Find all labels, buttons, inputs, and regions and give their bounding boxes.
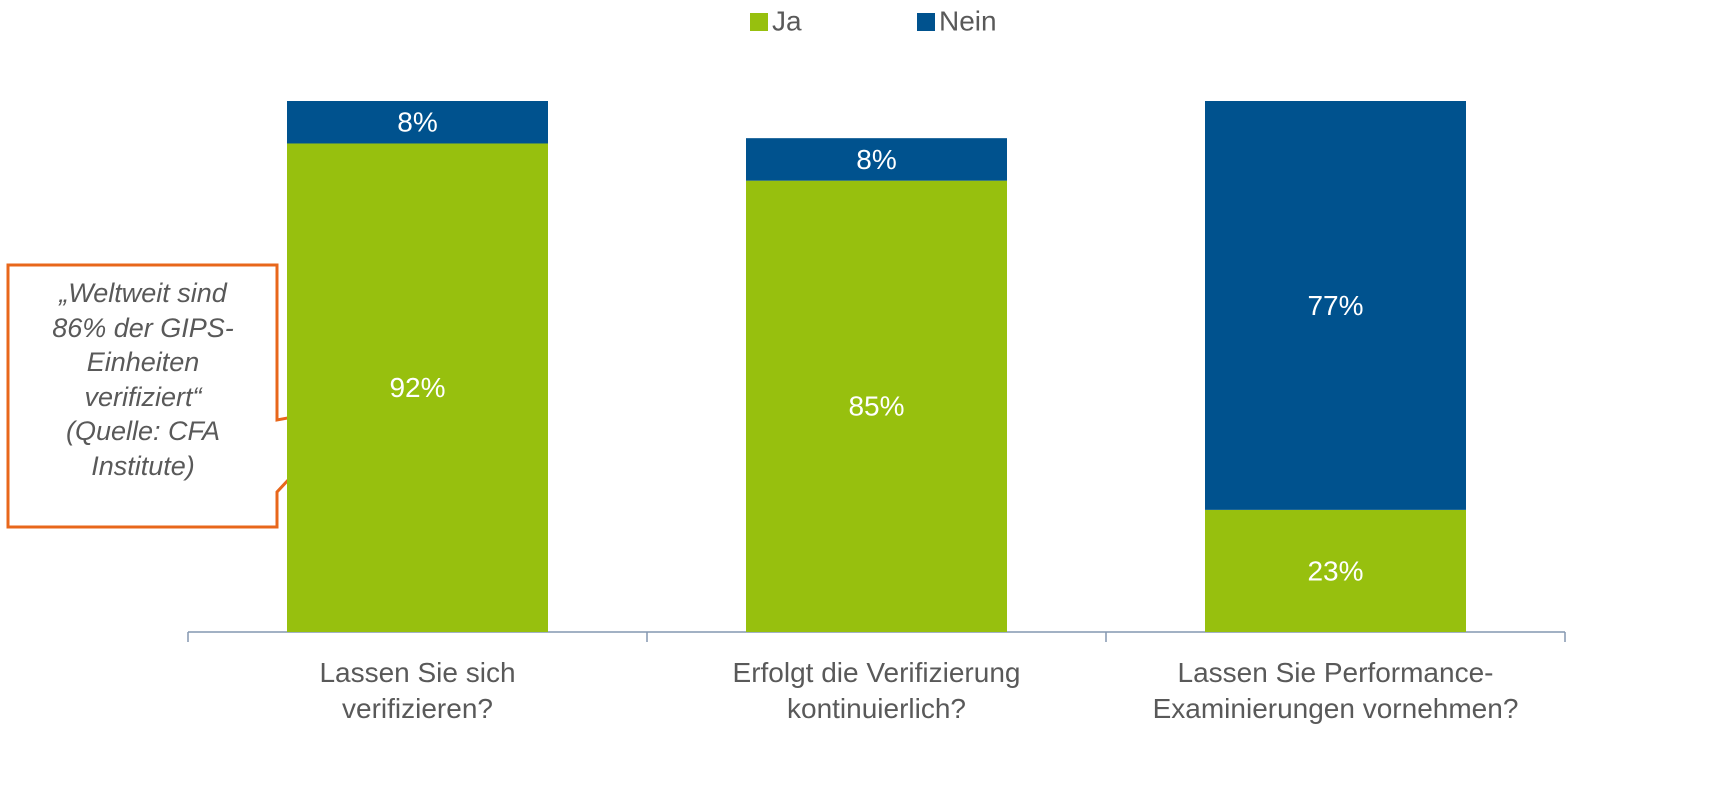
x-tick-label: Erfolgt die Verifizierung kontinuierlich…	[732, 657, 1021, 724]
x-tick-label: Lassen Sie sich verifizieren?	[319, 657, 516, 724]
legend-label: Nein	[939, 5, 997, 36]
bar-segment	[287, 143, 548, 633]
bar-segment	[746, 180, 1007, 632]
data-label: 85%	[848, 391, 904, 422]
bar-segment	[287, 101, 548, 144]
data-label: 77%	[1307, 290, 1363, 321]
x-tick-label: Lassen Sie Performance- Examinierungen v…	[1152, 657, 1519, 724]
bar-segment	[1205, 509, 1466, 632]
data-label: 8%	[397, 107, 437, 138]
data-label: 8%	[856, 144, 896, 175]
legend-label: Ja	[772, 5, 802, 36]
callout-text: „Weltweit sind 86% der GIPS- Einheiten v…	[52, 278, 234, 481]
bar-segment	[1205, 101, 1466, 510]
legend-swatch	[917, 13, 935, 31]
data-label: 23%	[1307, 555, 1363, 586]
data-label: 92%	[389, 372, 445, 403]
legend-swatch	[750, 13, 768, 31]
bar-segment	[746, 138, 1007, 181]
